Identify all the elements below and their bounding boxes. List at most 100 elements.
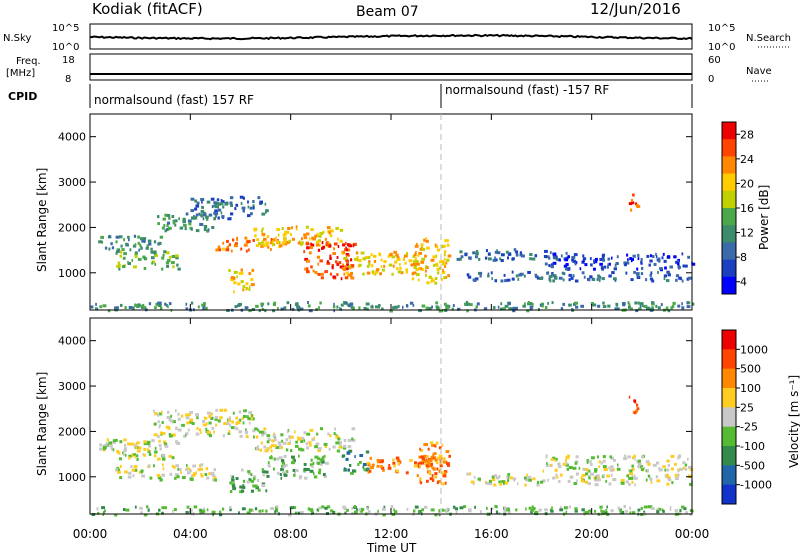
data-cell	[322, 230, 325, 234]
data-cell	[441, 471, 445, 475]
data-cell	[329, 244, 332, 248]
data-cell	[435, 461, 439, 465]
data-cell	[213, 201, 217, 205]
data-cell	[417, 253, 420, 257]
data-cell	[312, 461, 315, 465]
data-cell	[164, 213, 168, 217]
data-cell	[234, 270, 238, 274]
data-cell	[636, 276, 641, 279]
data-cell	[227, 217, 232, 221]
data-cell	[487, 272, 490, 276]
data-cell	[353, 505, 356, 508]
data-cell	[194, 207, 198, 211]
data-cell	[602, 256, 605, 260]
data-cell	[598, 278, 601, 282]
data-cell	[256, 238, 260, 242]
data-cell	[306, 246, 310, 250]
freq-label: Freq.	[16, 56, 41, 67]
data-cell	[328, 447, 331, 451]
data-cell	[621, 510, 625, 514]
data-cell	[157, 215, 160, 219]
data-cell	[280, 476, 283, 480]
data-cell	[331, 264, 334, 267]
data-cell	[572, 259, 577, 263]
data-cell	[378, 304, 381, 307]
data-cell	[185, 212, 189, 216]
data-cell	[545, 255, 550, 259]
data-cell	[316, 432, 319, 436]
data-cell	[647, 462, 651, 466]
data-cell	[140, 511, 143, 515]
data-cell	[352, 244, 355, 248]
data-cell	[285, 448, 289, 452]
colorbar-tick-label: 1000	[740, 343, 768, 356]
data-cell	[399, 270, 402, 274]
data-cell	[253, 227, 258, 231]
data-cell	[529, 253, 533, 256]
data-cell	[524, 483, 527, 487]
data-cell	[503, 482, 505, 485]
data-cell	[339, 239, 343, 243]
data-cell	[415, 273, 420, 277]
colorbar-tick-label: 500	[740, 363, 761, 376]
data-cell	[569, 505, 571, 509]
data-cell	[151, 260, 156, 264]
colorbar-swatch	[722, 484, 736, 505]
data-cell	[202, 507, 205, 511]
data-cell	[241, 507, 246, 511]
data-cell	[337, 437, 341, 441]
data-cell	[347, 438, 352, 442]
data-cell	[370, 305, 374, 309]
data-cell	[265, 242, 267, 245]
data-cell	[599, 505, 603, 509]
data-cell	[415, 262, 420, 266]
data-cell	[309, 246, 313, 249]
data-cell	[215, 248, 219, 252]
data-cell	[603, 465, 607, 469]
data-cell	[574, 509, 578, 513]
data-cell	[657, 507, 662, 511]
data-cell	[335, 435, 340, 439]
data-cell	[528, 478, 532, 482]
data-cell	[311, 465, 314, 469]
data-cell	[552, 274, 557, 278]
data-cell	[219, 408, 224, 412]
data-cell	[546, 462, 548, 465]
data-cell	[552, 456, 556, 460]
data-cell	[189, 418, 194, 422]
data-cell	[162, 463, 164, 467]
data-cell	[214, 209, 218, 213]
data-cell	[138, 446, 142, 450]
data-cell	[158, 241, 162, 245]
data-cell	[586, 459, 589, 462]
data-cell	[137, 257, 142, 261]
data-cell	[342, 454, 346, 458]
data-cell	[677, 456, 680, 460]
data-cell	[178, 217, 180, 221]
data-cell	[426, 459, 429, 463]
data-cell	[625, 509, 628, 513]
data-cell	[345, 241, 347, 245]
data-cell	[507, 473, 511, 476]
data-cell	[322, 473, 326, 476]
data-cell	[306, 468, 310, 471]
data-cell	[445, 450, 450, 454]
data-cell	[442, 268, 444, 272]
data-cell	[603, 265, 607, 269]
data-cell	[204, 416, 208, 420]
data-cell	[199, 510, 202, 514]
data-cell	[602, 459, 606, 463]
beam-title: Beam 07	[356, 4, 419, 20]
data-cell	[562, 462, 567, 466]
data-cell	[344, 468, 347, 472]
data-cell	[211, 510, 216, 514]
data-cell	[629, 472, 633, 476]
data-cell	[231, 420, 234, 424]
data-cell	[368, 260, 371, 264]
data-cell	[133, 444, 138, 448]
data-cell	[267, 464, 271, 468]
data-cell	[187, 219, 192, 223]
colorbar-swatch	[722, 139, 736, 157]
data-cell	[247, 205, 250, 209]
data-cell	[419, 477, 422, 481]
